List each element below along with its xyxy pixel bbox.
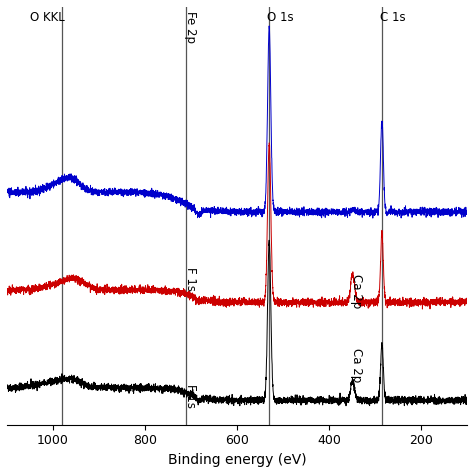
Text: O KKL: O KKL [30,11,64,24]
Text: Ca 2p: Ca 2p [350,347,363,382]
Text: O 1s: O 1s [267,11,293,24]
Text: Ca 2p: Ca 2p [350,274,363,309]
Text: Fe 2p: Fe 2p [184,11,197,43]
Text: F 1s: F 1s [184,384,197,409]
X-axis label: Binding energy (eV): Binding energy (eV) [168,453,306,467]
Text: F 1s: F 1s [184,267,197,291]
Text: C 1s: C 1s [380,11,405,24]
